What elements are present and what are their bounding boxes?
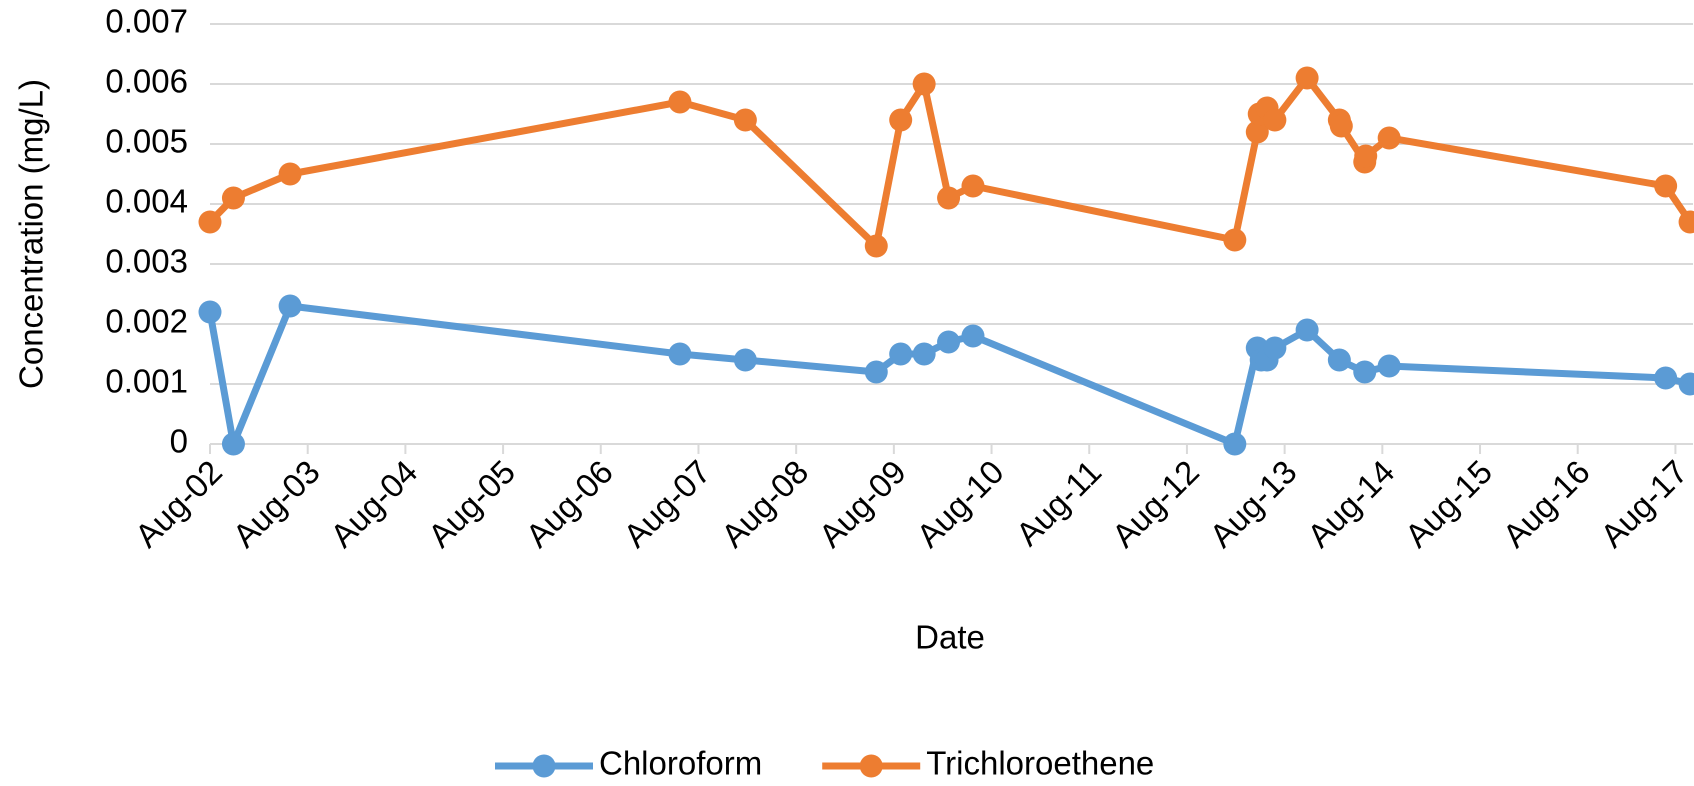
legend-label: Trichloroethene	[926, 745, 1154, 782]
marker	[1654, 366, 1678, 390]
marker	[1354, 144, 1378, 168]
marker	[198, 300, 222, 324]
marker	[278, 162, 302, 186]
y-tick-label: 0.002	[105, 303, 188, 340]
marker	[733, 348, 757, 372]
x-tick-label: Aug-02	[128, 453, 229, 554]
x-tick-label: Aug-15	[1398, 453, 1499, 554]
x-tick-label: Aug-16	[1495, 453, 1596, 554]
x-tick-label: Aug-11	[1009, 453, 1109, 553]
y-tick-label: 0	[170, 423, 188, 460]
y-tick-label: 0.005	[105, 123, 188, 160]
marker	[1329, 114, 1353, 138]
marker	[1678, 372, 1694, 396]
marker	[668, 342, 692, 366]
marker	[1223, 228, 1247, 252]
marker	[889, 108, 913, 132]
marker	[198, 210, 222, 234]
marker	[1678, 210, 1694, 234]
x-tick-label: Aug-05	[421, 453, 522, 554]
marker	[1263, 336, 1287, 360]
y-tick-label: 0.006	[105, 63, 188, 100]
marker	[668, 90, 692, 114]
marker	[1327, 348, 1351, 372]
x-tick-label: Aug-04	[323, 453, 424, 554]
y-tick-label: 0.004	[105, 183, 188, 220]
marker	[1654, 174, 1678, 198]
x-tick-label: Aug-10	[909, 453, 1010, 554]
marker	[961, 324, 985, 348]
y-axis-label: Concentration (mg/L)	[13, 79, 50, 389]
legend-marker	[532, 754, 556, 778]
marker	[221, 186, 245, 210]
x-axis-label: Date	[915, 619, 985, 656]
legend-label: Chloroform	[599, 745, 762, 782]
series	[198, 66, 1694, 258]
y-tick-label: 0.007	[105, 3, 188, 40]
marker	[937, 330, 961, 354]
marker	[912, 342, 936, 366]
x-tick-label: Aug-08	[714, 453, 815, 554]
marker	[733, 108, 757, 132]
y-tick-label: 0.001	[105, 363, 188, 400]
line	[206, 302, 1691, 448]
marker	[1295, 66, 1319, 90]
marker	[889, 342, 913, 366]
marker	[1377, 354, 1401, 378]
marker	[961, 174, 985, 198]
marker	[1223, 432, 1247, 456]
line	[207, 74, 1693, 250]
x-tick-label: Aug-09	[812, 453, 913, 554]
marker	[1263, 108, 1287, 132]
marker	[221, 432, 245, 456]
marker	[1245, 120, 1269, 144]
x-tick-label: Aug-13	[1202, 453, 1303, 554]
x-tick-label: Aug-06	[518, 453, 619, 554]
series	[198, 294, 1694, 456]
marker	[937, 186, 961, 210]
legend-marker	[859, 754, 883, 778]
marker	[1377, 126, 1401, 150]
x-tick-label: Aug-17	[1593, 453, 1694, 554]
x-tick-label: Aug-07	[616, 453, 717, 554]
marker	[864, 234, 888, 258]
marker	[1353, 360, 1377, 384]
y-tick-label: 0.003	[105, 243, 188, 280]
marker	[1295, 318, 1319, 342]
marker	[278, 294, 302, 318]
marker	[864, 360, 888, 384]
marker	[912, 72, 936, 96]
x-tick-label: Aug-14	[1300, 453, 1401, 554]
x-tick-label: Aug-03	[225, 453, 326, 554]
x-tick-label: Aug-12	[1105, 453, 1206, 554]
